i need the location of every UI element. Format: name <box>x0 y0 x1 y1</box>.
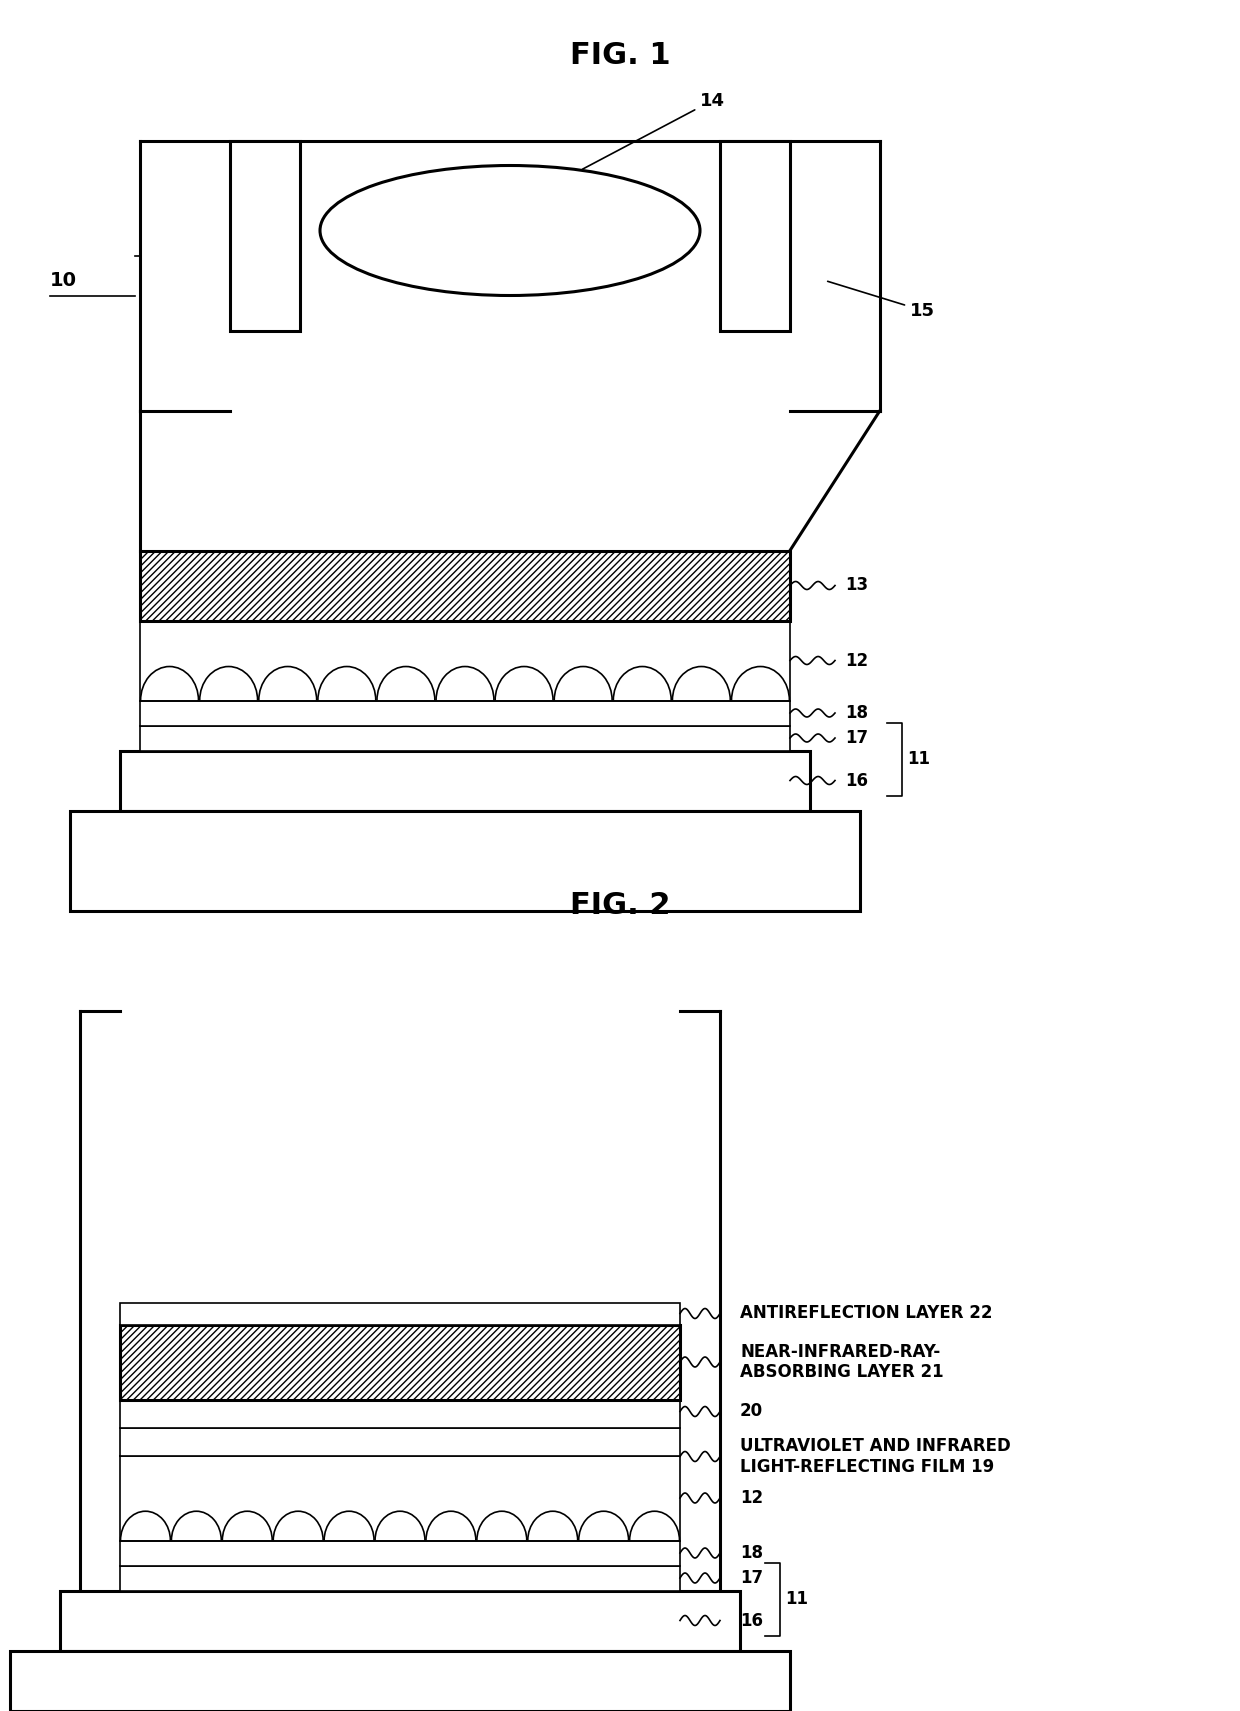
Bar <box>120 751 810 811</box>
Text: 18: 18 <box>740 1543 763 1562</box>
Bar <box>120 1427 680 1456</box>
Bar <box>140 551 790 621</box>
Text: 14: 14 <box>583 91 725 169</box>
Bar <box>10 1651 790 1711</box>
Text: 17: 17 <box>844 729 868 748</box>
Text: 12: 12 <box>844 652 868 669</box>
Ellipse shape <box>320 166 701 296</box>
Text: 12: 12 <box>740 1489 763 1507</box>
Text: 17: 17 <box>740 1569 763 1588</box>
Text: 10: 10 <box>50 272 77 291</box>
Text: FIG. 2: FIG. 2 <box>569 890 671 919</box>
Text: 20: 20 <box>740 1403 763 1420</box>
Bar <box>60 1591 740 1651</box>
Text: FIG. 1: FIG. 1 <box>569 41 671 70</box>
Text: 11: 11 <box>785 1590 808 1608</box>
Bar <box>120 1400 680 1427</box>
Text: ULTRAVIOLET AND INFRARED
LIGHT-REFLECTING FILM 19: ULTRAVIOLET AND INFRARED LIGHT-REFLECTIN… <box>740 1437 1011 1477</box>
Bar <box>120 1324 680 1400</box>
Text: 13: 13 <box>844 577 868 594</box>
Bar <box>140 700 790 725</box>
Bar <box>720 140 790 330</box>
Text: 11: 11 <box>906 749 930 768</box>
Text: NEAR-INFRARED-RAY-
ABSORBING LAYER 21: NEAR-INFRARED-RAY- ABSORBING LAYER 21 <box>740 1343 944 1381</box>
Bar <box>120 1302 680 1324</box>
Text: 16: 16 <box>844 772 868 789</box>
Bar <box>120 1540 680 1566</box>
Bar <box>229 140 300 330</box>
Text: ANTIREFLECTION LAYER 22: ANTIREFLECTION LAYER 22 <box>740 1304 992 1323</box>
Text: 15: 15 <box>827 281 935 320</box>
Bar <box>120 1566 680 1591</box>
Bar <box>140 725 790 751</box>
Bar <box>69 811 861 910</box>
Text: 18: 18 <box>844 703 868 722</box>
Text: 16: 16 <box>740 1612 763 1629</box>
